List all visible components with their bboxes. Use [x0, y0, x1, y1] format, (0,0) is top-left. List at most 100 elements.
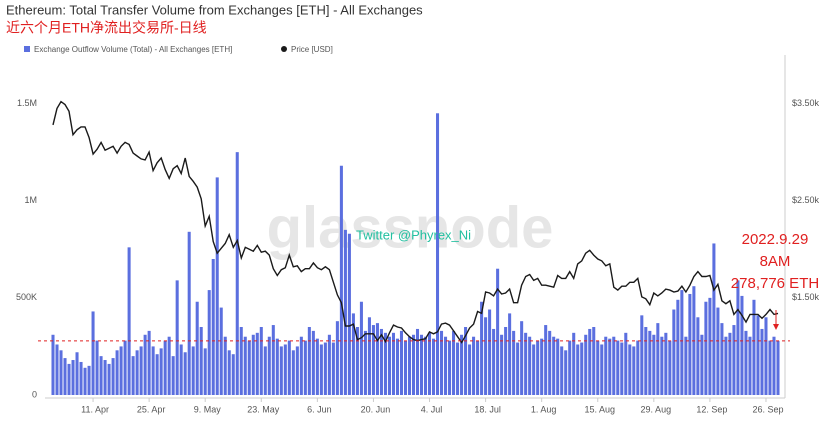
bar — [744, 330, 748, 395]
bar — [255, 332, 259, 395]
bar — [287, 340, 291, 395]
bar — [660, 336, 664, 395]
bar — [359, 301, 363, 395]
x-tick-label: 9. May — [194, 404, 222, 414]
bar — [347, 233, 351, 395]
bar — [496, 268, 500, 395]
y-tick-label: 0 — [32, 389, 37, 399]
bar — [343, 229, 347, 395]
bar — [752, 299, 756, 395]
bar — [171, 356, 175, 395]
bar — [680, 290, 684, 395]
x-tick-label: 23. May — [247, 404, 280, 414]
bar — [111, 358, 115, 395]
bar — [492, 328, 496, 395]
bar — [127, 247, 131, 395]
price-line — [52, 100, 779, 344]
bar — [616, 340, 620, 395]
bar — [712, 243, 716, 395]
bar — [323, 342, 327, 395]
y-tick-label: 1.5M — [17, 98, 37, 108]
bar — [652, 334, 656, 395]
bar — [604, 336, 608, 395]
bar — [367, 317, 371, 395]
bar — [279, 346, 283, 395]
bar — [95, 340, 99, 395]
bar — [87, 365, 91, 395]
bar — [748, 336, 752, 395]
bar — [432, 338, 436, 395]
bar — [600, 344, 604, 395]
y-tick-label: 500K — [16, 292, 37, 302]
y2-tick-label: $2.50k — [792, 195, 820, 205]
x-tick-label: 12. Sep — [696, 404, 727, 414]
bar — [556, 338, 560, 395]
bar — [484, 317, 488, 395]
bar — [227, 350, 231, 395]
bar — [203, 348, 207, 395]
legend-swatch — [24, 46, 30, 52]
bar — [760, 328, 764, 395]
bar — [612, 336, 616, 395]
bar — [768, 340, 772, 395]
bar — [548, 330, 552, 395]
bar — [399, 330, 404, 395]
bar — [163, 340, 167, 395]
y2-tick-label: $3.50k — [792, 98, 820, 108]
bar — [632, 346, 636, 395]
bar — [407, 336, 412, 395]
bar — [179, 344, 183, 395]
bar — [119, 346, 123, 395]
bar — [395, 338, 399, 395]
bar — [588, 328, 592, 395]
bar — [776, 340, 780, 395]
bar — [195, 301, 199, 395]
y2-tick-label: $1.50k — [792, 292, 820, 302]
bar — [147, 330, 151, 395]
overlay-text: Twitter @Phyrex_Ni — [356, 227, 471, 242]
bar — [732, 325, 736, 395]
bar — [75, 352, 79, 395]
y-tick-label: 1M — [24, 195, 37, 205]
bar — [315, 338, 319, 395]
bar — [419, 334, 424, 395]
x-tick-label: 15. Aug — [584, 404, 615, 414]
bar — [516, 342, 520, 395]
bar — [239, 327, 243, 395]
bar — [648, 330, 652, 395]
bar — [700, 334, 704, 395]
bar — [167, 336, 171, 395]
bar — [644, 327, 648, 395]
x-tick-label: 26. Sep — [752, 404, 783, 414]
bar — [59, 350, 63, 395]
bar — [772, 336, 776, 395]
bar — [640, 315, 644, 395]
bar — [532, 344, 536, 395]
bar — [628, 344, 632, 395]
bar — [540, 338, 544, 395]
bar — [99, 356, 103, 395]
bar — [704, 301, 708, 395]
legend-swatch — [281, 46, 287, 52]
x-tick-label: 11. Apr — [81, 404, 109, 414]
bar — [223, 336, 227, 395]
bar — [456, 342, 460, 395]
bar — [464, 327, 468, 395]
bar — [764, 317, 768, 395]
bar — [688, 293, 692, 395]
bar — [488, 309, 492, 395]
bar — [624, 332, 628, 395]
bar — [247, 340, 251, 395]
bar — [504, 327, 508, 395]
bar — [684, 336, 688, 395]
bar — [676, 299, 680, 395]
bar — [191, 346, 195, 395]
bar — [436, 113, 440, 396]
legend-label: Price [USD] — [291, 45, 333, 54]
bar — [724, 336, 728, 395]
x-tick-label: 1. Aug — [531, 404, 557, 414]
bar — [243, 336, 247, 395]
bar — [199, 327, 203, 395]
bar — [427, 332, 432, 395]
bar — [231, 354, 235, 395]
